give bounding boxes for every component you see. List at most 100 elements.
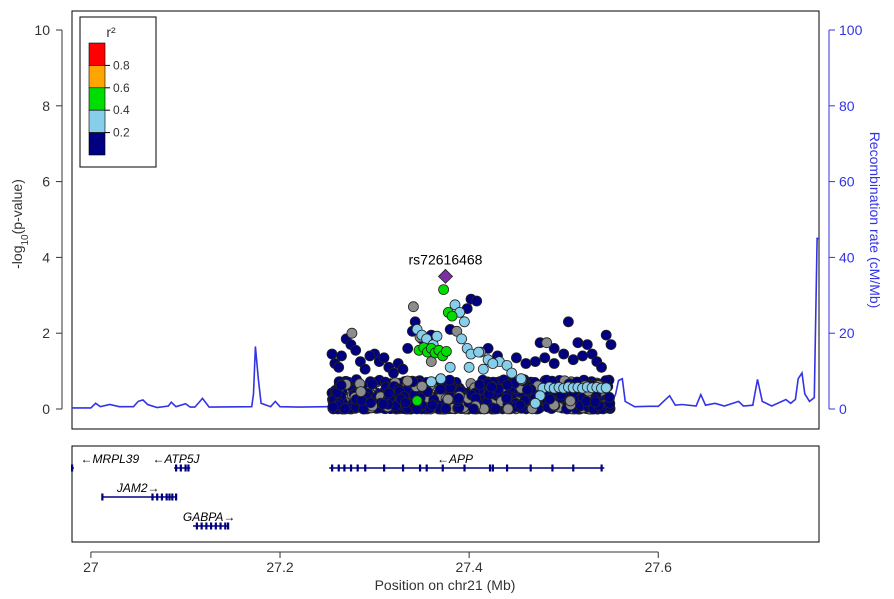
snp-point-lightblue [477,363,489,375]
gene-exon [425,464,428,472]
snp-point-navy [388,367,399,379]
gene-exon [401,464,405,472]
gene-exon [219,522,222,530]
gene-exon [600,464,603,472]
right-y-axis-label: Recombination rate (cM/Mb) [867,132,883,309]
snp-point-navy [563,316,574,328]
snp-point-navy [596,361,607,373]
snp-point [603,391,615,403]
snp-point-green [446,310,458,322]
snp-point [339,403,351,415]
snp-point-navy [359,363,371,375]
left-y-tick-label: 2 [42,325,50,341]
snp-point-green [411,395,423,407]
gene-exon [343,464,346,472]
snp-point-lightblue [431,330,443,342]
snp-point-lightblue [425,376,437,388]
snp-point-lightblue [463,361,475,373]
snp-point-green [438,284,450,296]
left-y-tick-label: 8 [42,98,50,114]
snp-point-lightblue [473,346,485,358]
snp-point [383,387,395,399]
snp-point [402,375,414,387]
gene-exon [168,493,171,501]
gene-exon [418,464,422,472]
right-y-tick-label: 20 [839,325,855,341]
left-y-tick-label: 4 [42,249,50,265]
left-y-axis-label-post: (p-value) [9,179,25,234]
snp-point-navy [511,352,522,364]
right-y-tick-label: 60 [839,174,855,190]
snp-point [377,398,389,410]
left-y-tick-label: 6 [42,174,50,190]
snp-point [366,378,378,390]
legend-bin-label: 0.6 [113,81,130,95]
snp-point-lightblue [435,373,447,385]
snp-point [474,379,486,391]
x-axis: 27 27.2 27.4 27.6 [83,551,672,575]
legend-bin-label: 0.8 [113,58,130,72]
snp-point [400,397,411,409]
gene-exon [356,464,359,472]
snp-point [434,383,446,395]
genes-layer: ←MRPL39 ←ATP5J ←APP JAM2→ GABPA→ [71,452,605,530]
right-y-axis: 0 20 40 60 80 100 [828,22,863,417]
snp-point [442,393,454,405]
gene-exon [488,464,492,472]
gene-exon [331,464,334,472]
legend-bin-label: 0.4 [113,103,130,117]
snp-point-lightblue [600,382,612,394]
snp-point [468,403,479,415]
snp-point-lightblue [515,373,527,385]
left-y-axis-label: -log10(p-value) [9,179,31,269]
legend-bin-swatch [88,65,106,89]
lead-snp-marker [437,268,454,284]
lead-snp-label: rs72616468 [409,251,483,267]
gene-exon [165,493,168,501]
gene-label-jam2: JAM2→ [116,481,160,495]
snp-point-navy [577,350,588,362]
gene-exon [551,464,554,472]
snp-point-navy [471,295,483,307]
gene-exon [160,493,164,501]
snp-point-navy [548,358,560,369]
right-y-tick-label: 40 [839,249,855,265]
gene-exon [337,464,340,472]
gene-label-gabpa: GABPA→ [183,510,235,524]
gene-exon [529,464,532,472]
snp-point [589,396,601,408]
snp-point-lightblue [456,333,468,345]
legend-bin-swatch [88,132,106,156]
right-y-tick-label: 100 [839,22,863,38]
gene-exon [175,493,178,501]
snp-point [501,392,513,404]
snp-point-lightblue [487,358,499,369]
gene-exon [171,493,174,501]
gene-label-mrpl39: ←MRPL39 [80,452,139,466]
gene-label-atp5j: ←ATP5J [152,452,200,466]
snp-point [502,403,514,415]
snp-point-gray [346,327,358,339]
gene-exon [491,464,494,472]
snp-point-navy [326,348,338,360]
snp-point [440,403,452,414]
legend-bins: 0.8 0.6 0.4 0.2 [88,42,130,156]
snp-point-navy [520,358,532,369]
left-y-axis: 0 2 4 6 8 10 [34,22,63,417]
left-y-tick-label: 0 [42,401,50,417]
snp-point-navy [539,352,551,364]
legend-bin-swatch [88,109,106,133]
x-tick-label: 27.2 [266,559,293,575]
gene-exon [441,464,444,472]
snp-point [544,393,556,405]
snp-points-layer [326,268,617,415]
snp-point-gray [541,337,553,349]
snp-point-navy [605,339,617,351]
snp-point-navy [402,342,414,354]
gene-exon [195,522,199,530]
snp-point-navy [378,352,390,364]
gene-exon [156,493,159,501]
gene-exon [175,464,178,472]
gene-exon [572,464,575,472]
